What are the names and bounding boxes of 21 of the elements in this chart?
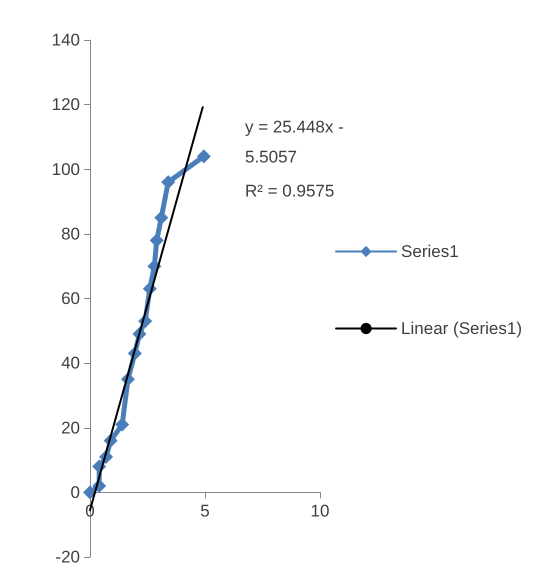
annotation: y = 25.448x - 5.5057 [245,118,348,166]
y-tick-label: 120 [52,95,80,114]
y-tick-label: 20 [61,418,80,438]
y-tick-label: 80 [61,224,80,244]
annotation: R² = 0.9575 [245,182,334,200]
point [196,149,211,164]
point [115,418,130,432]
legend-label: Series1 [401,242,459,261]
x-tick-label: 5 [200,501,210,520]
y-tick-label: 100 [52,160,80,179]
y-tick-label: 40 [61,354,80,373]
y-tick-label: 60 [61,289,80,308]
y-tick-label: 140 [52,30,80,50]
legend-label: Linear (Series1) [401,319,522,338]
x-tick-label: 10 [310,501,330,520]
y-tick-label: -20 [55,548,80,566]
point [161,175,176,190]
point [154,210,168,225]
y-tick-label: 0 [70,482,80,502]
point [150,233,164,248]
point [83,485,97,500]
